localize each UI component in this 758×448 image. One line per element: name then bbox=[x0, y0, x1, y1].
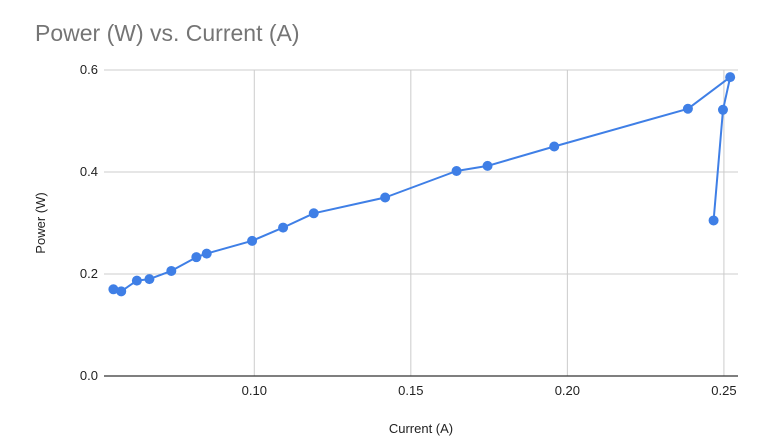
series bbox=[108, 72, 736, 297]
data-point[interactable] bbox=[201, 248, 212, 259]
y-tick-label: 0.2 bbox=[80, 266, 98, 281]
data-point[interactable] bbox=[380, 192, 391, 203]
y-tick-label: 0.6 bbox=[80, 62, 98, 77]
x-tick-label: 0.15 bbox=[398, 383, 423, 398]
x-tick-label: 0.10 bbox=[242, 383, 267, 398]
data-point[interactable] bbox=[682, 103, 693, 114]
data-point[interactable] bbox=[549, 141, 560, 152]
data-point[interactable] bbox=[116, 286, 127, 297]
data-point[interactable] bbox=[166, 265, 177, 276]
data-point[interactable] bbox=[725, 72, 736, 83]
chart-title: Power (W) vs. Current (A) bbox=[35, 20, 300, 46]
x-axis-label: Current (A) bbox=[389, 421, 453, 436]
axes: 0.0 0.2 0.4 0.6 0.10 0.15 0.20 0.25 bbox=[80, 62, 738, 398]
y-tick-label: 0.0 bbox=[80, 368, 98, 383]
data-point[interactable] bbox=[144, 274, 155, 285]
data-point[interactable] bbox=[131, 275, 142, 286]
data-point[interactable] bbox=[108, 284, 119, 295]
data-point[interactable] bbox=[451, 165, 462, 176]
gridlines bbox=[104, 69, 738, 376]
x-tick-label: 0.25 bbox=[711, 383, 736, 398]
axis-labels: Current (A) Power (W) bbox=[33, 192, 453, 436]
data-point[interactable] bbox=[308, 208, 319, 219]
x-tick-label: 0.20 bbox=[555, 383, 580, 398]
data-point[interactable] bbox=[708, 215, 719, 226]
y-axis-label: Power (W) bbox=[33, 192, 48, 253]
series-line bbox=[113, 76, 732, 293]
data-point[interactable] bbox=[717, 104, 728, 115]
y-tick-label: 0.4 bbox=[80, 164, 98, 179]
data-point[interactable] bbox=[482, 160, 493, 171]
data-point[interactable] bbox=[191, 252, 202, 263]
data-point[interactable] bbox=[247, 235, 258, 246]
data-point[interactable] bbox=[278, 222, 289, 233]
